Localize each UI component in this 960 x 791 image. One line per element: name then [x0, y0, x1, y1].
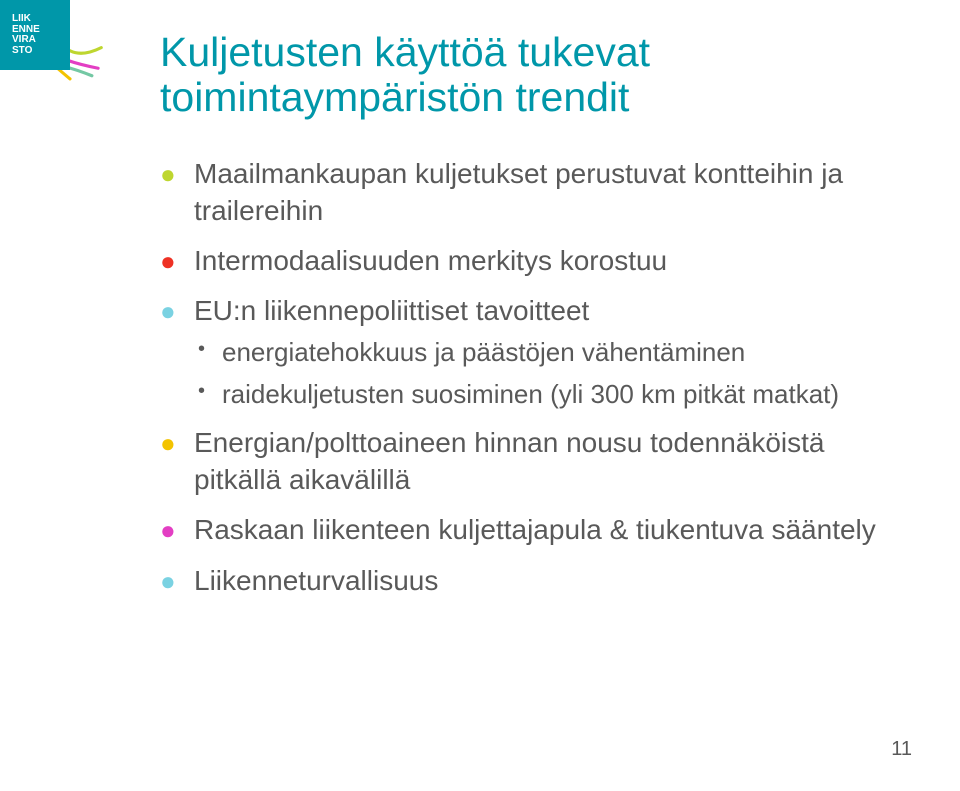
bullet-text: EU:n liikennepoliittiset tavoitteet — [194, 295, 589, 326]
bullet-text: Intermodaalisuuden merkitys korostuu — [194, 245, 667, 276]
bullet-text: Liikenneturvallisuus — [194, 565, 438, 596]
title-line2: toimintaympäristön trendit — [160, 75, 910, 120]
slide-title: Kuljetusten käyttöä tukevat toimintaympä… — [160, 30, 910, 120]
logo-line3: VIRA — [6, 35, 64, 46]
bullet-item: Maailmankaupan kuljetukset perustuvat ko… — [160, 156, 910, 229]
bullet-text: Energian/polttoaineen hinnan nousu toden… — [194, 427, 825, 494]
logo-line4: STO — [6, 46, 64, 57]
logo-line1: LIIK — [6, 14, 64, 25]
bullet-text: Maailmankaupan kuljetukset perustuvat ko… — [194, 158, 843, 225]
bullet-item: Energian/polttoaineen hinnan nousu toden… — [160, 425, 910, 498]
sub-item: energiatehokkuus ja päästöjen vähentämin… — [194, 336, 910, 370]
sub-text: energiatehokkuus ja päästöjen vähentämin… — [222, 337, 745, 367]
bullet-item: Intermodaalisuuden merkitys korostuu — [160, 243, 910, 279]
bullet-list: Maailmankaupan kuljetukset perustuvat ko… — [160, 156, 910, 599]
page-number: 11 — [891, 738, 912, 761]
sub-item: raidekuljetusten suosiminen (yli 300 km … — [194, 378, 910, 412]
bullet-item: Raskaan liikenteen kuljettajapula & tiuk… — [160, 512, 910, 548]
bullet-item: Liikenneturvallisuus — [160, 563, 910, 599]
title-line1: Kuljetusten käyttöä tukevat — [160, 30, 910, 75]
bullet-item: EU:n liikennepoliittiset tavoitteet ener… — [160, 293, 910, 411]
bullet-text: Raskaan liikenteen kuljettajapula & tiuk… — [194, 514, 876, 545]
brand-logo: LIIK ENNE VIRA STO — [0, 0, 70, 70]
sub-text: raidekuljetusten suosiminen (yli 300 km … — [222, 379, 839, 409]
slide-content: Kuljetusten käyttöä tukevat toimintaympä… — [0, 0, 960, 643]
sub-list: energiatehokkuus ja päästöjen vähentämin… — [194, 336, 910, 412]
